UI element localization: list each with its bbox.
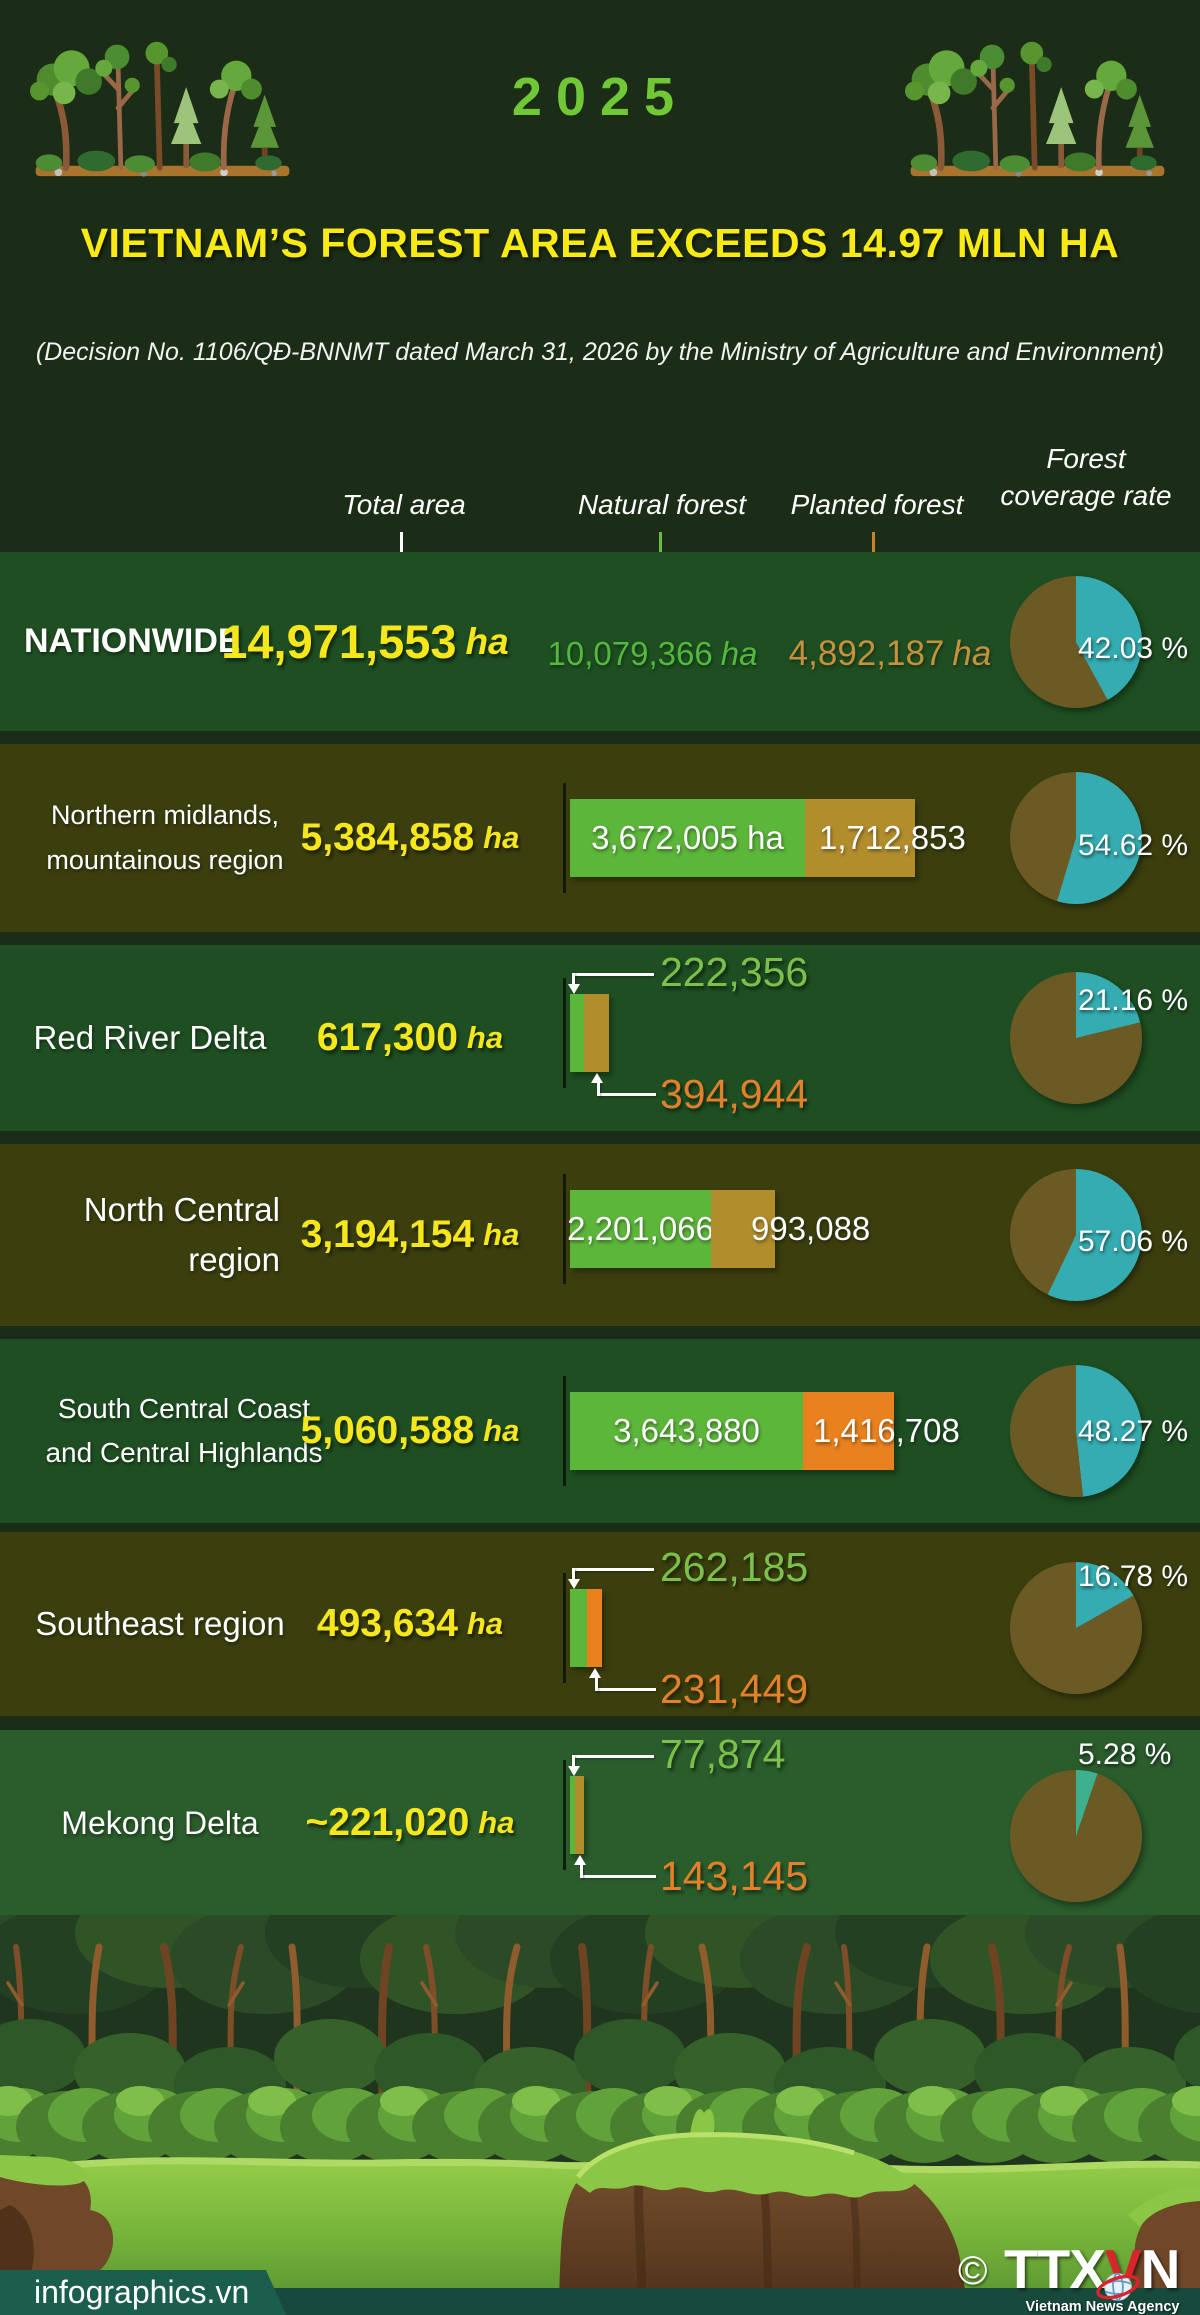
total-area-value: 5,060,588 ha	[300, 1409, 520, 1452]
coverage-header-line2: coverage rate	[1000, 480, 1172, 511]
total-area-value: 493,634 ha	[316, 1602, 504, 1645]
coverage-pie-chart	[1010, 1770, 1142, 1902]
total-area-value: 617,300 ha	[316, 1016, 504, 1059]
coverage-pie-chart	[1010, 1169, 1142, 1301]
forest-area-bar: 2,201,066 993,088	[567, 1190, 870, 1268]
natural-forest-value: 10,079,366 ha	[547, 634, 758, 672]
natural-forest-value: 222,356	[660, 949, 809, 995]
planted-forest-value: 394,944	[660, 1071, 809, 1117]
bar-axis	[563, 1573, 566, 1683]
globe-icon	[1096, 2272, 1140, 2302]
coverage-rate-value: 54.62 %	[1078, 829, 1189, 862]
total-area-value: 3,194,154 ha	[300, 1213, 520, 1256]
natural-forest-bar-segment	[570, 994, 584, 1072]
infographics-site-label: infographics.vn	[34, 2274, 250, 2310]
planted-forest-bar-segment	[575, 1776, 584, 1854]
column-header-total-area: Total area	[342, 489, 466, 520]
total-area-value: 5,384,858 ha	[300, 816, 520, 859]
bar-axis	[563, 1376, 566, 1486]
ttxvn-logo: © TTXVN Vietnam News Agency	[958, 2238, 1198, 2315]
region-name: South Central Coast and Central Highland…	[45, 1393, 323, 1468]
infographics-ribbon: infographics.vn	[0, 2270, 286, 2315]
bar-axis	[563, 783, 566, 893]
column-header-planted-forest: Planted forest	[790, 489, 964, 520]
region-name: Mekong Delta	[61, 1804, 259, 1841]
forest-area-bar: 77,874 143,145	[568, 1731, 808, 1899]
forest-footer-illustration	[0, 1878, 1200, 2315]
decision-subtitle: (Decision No. 1106/QĐ-BNNMT dated March …	[35, 338, 1165, 366]
coverage-rate-value: 57.06 %	[1078, 1225, 1189, 1258]
coverage-pie-chart	[1010, 576, 1142, 708]
coverage-pie-chart	[1010, 1562, 1142, 1694]
coverage-rate-value: 21.16 %	[1078, 984, 1189, 1017]
natural-forest-bar-segment: 3,643,880	[570, 1392, 803, 1470]
planted-forest-value: 993,088	[751, 1210, 871, 1247]
planted-forest-value: 4,892,187 ha	[788, 633, 992, 673]
region-row-southeast: Southeast region 493,634 ha 262,185 231,4…	[0, 1532, 1200, 1716]
natural-forest-value: 262,185	[660, 1544, 809, 1590]
column-header-coverage-rate: Forest coverage rate	[1000, 440, 1171, 514]
forest-area-bar: 3,643,880 1,416,708	[570, 1392, 960, 1470]
coverage-rate-value: 42.03 %	[1078, 632, 1189, 665]
region-row-mekong-delta: Mekong Delta ~221,020 ha 77,874 143,145 5…	[0, 1730, 1200, 1916]
year-label: 2025	[511, 67, 689, 127]
planted-forest-bar-segment	[584, 994, 609, 1072]
region-row-north-central: North Central region 3,194,154 ha 2,201,0…	[0, 1144, 1200, 1326]
bar-axis	[563, 978, 566, 1088]
coverage-header-line1: Forest	[1046, 443, 1126, 474]
region-name: North Central region	[83, 1191, 280, 1278]
region-name: NATIONWIDE	[24, 622, 241, 660]
natural-forest-bar-segment: 3,672,005 ha	[570, 799, 805, 877]
ttxvn-tagline: Vietnam News Agency	[1025, 2299, 1180, 2315]
bar-axis	[563, 1174, 566, 1284]
page-title: VIETNAM’S FOREST AREA EXCEEDS 14.97 MLN …	[80, 220, 1120, 266]
total-area-value: ~221,020 ha	[305, 1801, 515, 1844]
copyright-icon: ©	[958, 2249, 988, 2293]
planted-forest-value: 1,416,708	[813, 1412, 960, 1449]
bar-axis	[563, 1760, 566, 1870]
forest-area-bar: 262,185 231,449	[568, 1544, 808, 1712]
planted-forest-bar-segment	[805, 799, 915, 877]
region-name: Northern midlands, mountainous region	[46, 800, 284, 875]
region-name: Southeast region	[35, 1605, 285, 1642]
forest-area-bar: 3,672,005 ha 1,712,853	[570, 799, 966, 877]
region-row-red-river-delta: Red River Delta 617,300 ha 222,356 394,94…	[0, 945, 1200, 1131]
region-row-south-central: South Central Coast and Central Highland…	[0, 1339, 1200, 1523]
column-header-natural-forest: Natural forest	[577, 489, 747, 520]
region-row-nationwide: NATIONWIDE 14,971,553 ha 10,079,366 ha 4,8…	[0, 552, 1200, 731]
ttxvn-wordmark: TTXVN	[1004, 2238, 1180, 2300]
forest-area-bar: 222,356 394,944	[568, 949, 808, 1117]
planted-forest-value: 143,145	[660, 1853, 809, 1899]
coverage-pie-chart	[1010, 972, 1142, 1104]
planted-forest-value: 1,712,853	[819, 819, 966, 856]
coverage-rate-value: 16.78 %	[1078, 1560, 1189, 1593]
planted-forest-bar-segment	[711, 1190, 775, 1268]
region-name: Red River Delta	[33, 1019, 267, 1056]
coverage-rate-value: 48.27 %	[1078, 1415, 1189, 1448]
natural-forest-bar-segment: 2,201,066	[567, 1190, 714, 1268]
planted-forest-bar-segment	[587, 1589, 602, 1667]
coverage-pie-chart	[1010, 1365, 1142, 1497]
planted-forest-value: 231,449	[660, 1666, 809, 1712]
natural-forest-value: 77,874	[660, 1731, 786, 1777]
planted-forest-bar-segment	[803, 1392, 894, 1470]
coverage-rate-value: 5.28 %	[1078, 1738, 1172, 1771]
coverage-pie-chart	[1010, 772, 1142, 904]
natural-forest-bar-segment	[570, 1776, 575, 1854]
natural-forest-bar-segment	[570, 1589, 587, 1667]
region-row-northern-midlands: Northern midlands, mountainous region 5,…	[0, 744, 1200, 932]
total-area-value: 14,971,553 ha	[221, 615, 509, 668]
